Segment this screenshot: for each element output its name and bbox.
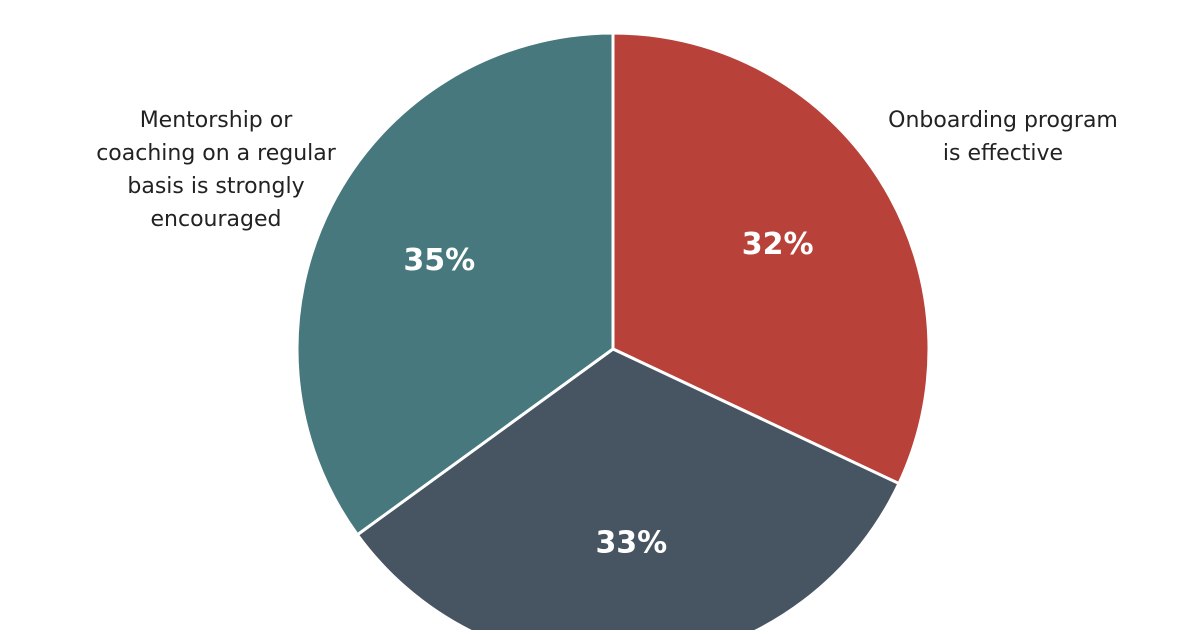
callout-mentorship: Mentorship or coaching on a regular basi… <box>96 108 336 232</box>
slice-value-label-other: 33% <box>595 526 667 561</box>
pie-slice-onboarding <box>611 31 931 486</box>
pie-slices <box>295 31 931 634</box>
callout-onboarding: Onboarding program is effective <box>888 108 1118 166</box>
pie-slice-labels: 32% 33% 35% <box>403 227 813 561</box>
slice-value-label-onboarding: 32% <box>742 227 814 262</box>
pie-slice-mentorship <box>295 31 615 537</box>
slice-value-label-mentorship: 35% <box>403 243 475 278</box>
pie-slice-other <box>355 347 901 634</box>
